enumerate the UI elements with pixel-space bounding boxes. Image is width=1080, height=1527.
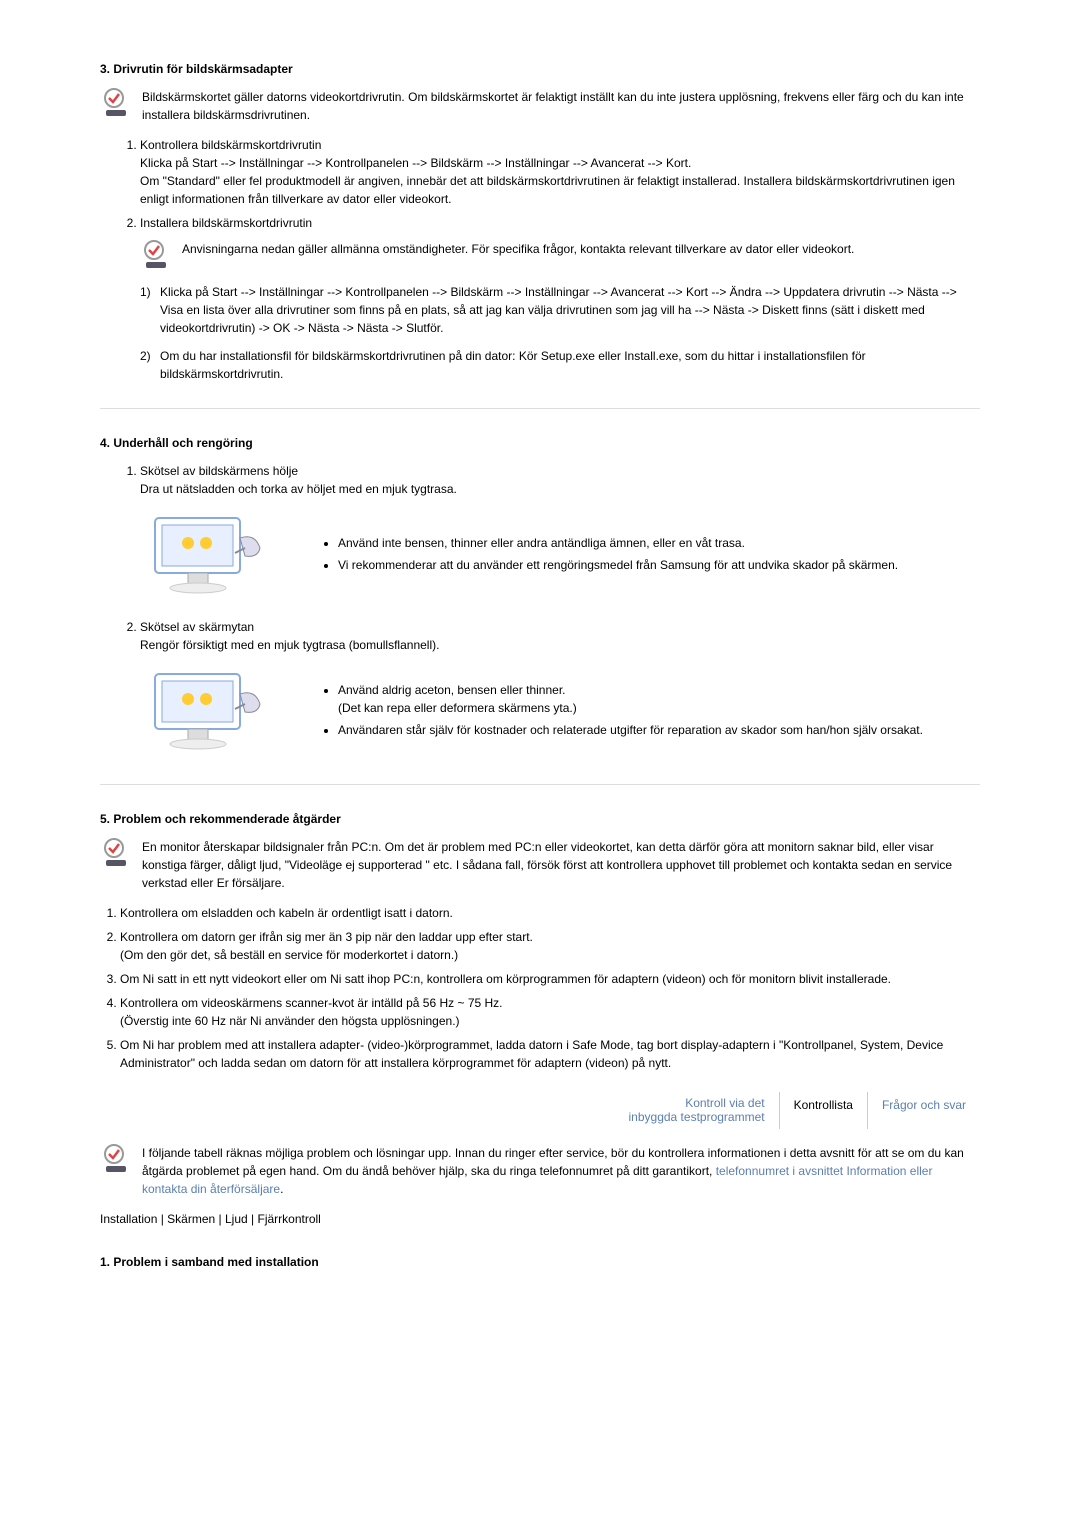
footer-links: Installation | Skärmen | Ljud | Fjärrkon… [100, 1210, 980, 1228]
link-sound[interactable]: Ljud [225, 1212, 248, 1226]
section3-note: Bildskärmskortet gäller datorns videokor… [100, 88, 980, 124]
checkmark-icon [140, 240, 172, 275]
section4-list: Skötsel av bildskärmens hölje Dra ut nät… [100, 462, 980, 498]
bottom-note: I följande tabell räknas möjliga problem… [100, 1144, 980, 1198]
section1-title: 1. Problem i samband med installation [100, 1253, 980, 1271]
tabs: Kontroll via det inbyggda testprogrammet… [100, 1092, 980, 1129]
care-section-2: Använd aldrig aceton, bensen eller thinn… [140, 664, 980, 759]
link-remote[interactable]: Fjärrkontroll [257, 1212, 320, 1226]
item-title: Kontrollera bildskärmskortdrivrutin [140, 138, 321, 152]
list-item: Skötsel av skärmytan Rengör försiktigt m… [140, 618, 980, 654]
sub-list-item: 1)Klicka på Start --> Inställningar --> … [160, 283, 980, 337]
checkmark-icon [100, 838, 132, 892]
item-title: Skötsel av skärmytan [140, 620, 254, 634]
list-item: Installera bildskärmskortdrivrutin Anvis… [140, 214, 980, 383]
section5-title: 5. Problem och rekommenderade åtgärder [100, 810, 980, 828]
sub-list: 1)Klicka på Start --> Inställningar --> … [140, 283, 980, 383]
inline-note: Anvisningarna nedan gäller allmänna omst… [140, 240, 980, 275]
item-text: Dra ut nätsladden och torka av höljet me… [140, 482, 457, 496]
section5-note: En monitor återskapar bildsignaler från … [100, 838, 980, 892]
divider [100, 784, 980, 785]
care-bullets-1: Använd inte bensen, thinner eller andra … [320, 534, 980, 578]
checkmark-icon [100, 1144, 132, 1198]
inline-note-text: Anvisningarna nedan gäller allmänna omst… [182, 240, 854, 275]
section5-list: Kontrollera om elsladden och kabeln är o… [100, 904, 980, 1072]
link-installation[interactable]: Installation [100, 1212, 157, 1226]
section4-list-2: Skötsel av skärmytan Rengör försiktigt m… [100, 618, 980, 654]
list-item: Om Ni satt in ett nytt videokort eller o… [120, 970, 980, 988]
monitor-wipe-icon [140, 508, 290, 603]
bullet-item: Använd aldrig aceton, bensen eller thinn… [338, 681, 980, 717]
list-item: Kontrollera om elsladden och kabeln är o… [120, 904, 980, 922]
link-screen[interactable]: Skärmen [167, 1212, 215, 1226]
bullet-item: Använd inte bensen, thinner eller andra … [338, 534, 980, 552]
divider [100, 408, 980, 409]
item-text: Rengör försiktigt med en mjuk tygtrasa (… [140, 638, 439, 652]
list-item: Kontrollera om videoskärmens scanner-kvo… [120, 994, 980, 1030]
bullet-item: Användaren står själv för kostnader och … [338, 721, 980, 739]
bullet-item: Vi rekommenderar att du använder ett ren… [338, 556, 980, 574]
list-item: Om Ni har problem med att installera ada… [120, 1036, 980, 1072]
care-bullets-2: Använd aldrig aceton, bensen eller thinn… [320, 681, 980, 743]
item-title: Skötsel av bildskärmens hölje [140, 464, 298, 478]
list-item: Kontrollera om datorn ger ifrån sig mer … [120, 928, 980, 964]
sub-list-item: 2)Om du har installationsfil för bildskä… [160, 347, 980, 383]
tab-checklist[interactable]: Kontrollista [779, 1092, 867, 1129]
section5-note-text: En monitor återskapar bildsignaler från … [142, 838, 980, 892]
list-item: Skötsel av bildskärmens hölje Dra ut nät… [140, 462, 980, 498]
section3-title: 3. Drivrutin för bildskärmsadapter [100, 60, 980, 78]
item-text: Klicka på Start --> Inställningar --> Ko… [140, 156, 691, 170]
section3-list: Kontrollera bildskärmskortdrivrutin Klic… [100, 136, 980, 383]
bottom-note-text: I följande tabell räknas möjliga problem… [142, 1144, 980, 1198]
tab-faq[interactable]: Frågor och svar [867, 1092, 980, 1129]
item-text: Om "Standard" eller fel produktmodell är… [140, 174, 955, 206]
list-item: Kontrollera bildskärmskortdrivrutin Klic… [140, 136, 980, 208]
monitor-wipe-icon [140, 664, 290, 759]
section3-note-text: Bildskärmskortet gäller datorns videokor… [142, 88, 980, 124]
tab-selftest[interactable]: Kontroll via det inbyggda testprogrammet [615, 1092, 779, 1129]
care-section-1: Använd inte bensen, thinner eller andra … [140, 508, 980, 603]
section4-title: 4. Underhåll och rengöring [100, 434, 980, 452]
checkmark-icon [100, 88, 132, 124]
item-title: Installera bildskärmskortdrivrutin [140, 216, 312, 230]
